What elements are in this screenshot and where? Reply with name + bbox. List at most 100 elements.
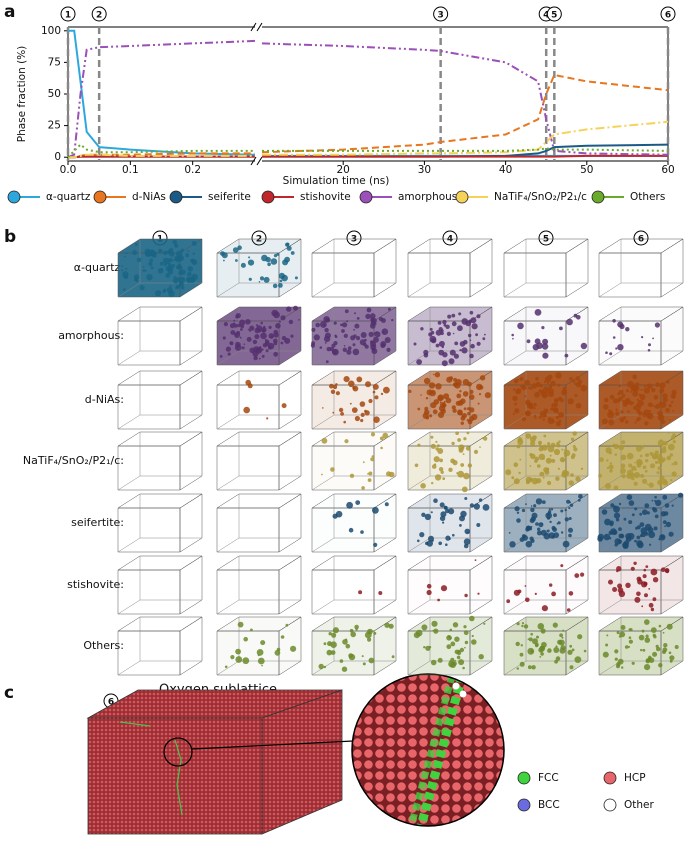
cube-face bbox=[216, 507, 280, 553]
atom-cluster bbox=[512, 395, 518, 402]
atom-cluster bbox=[537, 623, 545, 630]
atom-cluster bbox=[539, 383, 543, 388]
atom-cluster bbox=[669, 655, 675, 661]
atom-cluster bbox=[667, 431, 670, 434]
atom-cluster bbox=[660, 439, 663, 442]
atom-cluster bbox=[548, 385, 553, 389]
atom-cluster bbox=[243, 636, 248, 642]
atom-cluster bbox=[172, 240, 177, 245]
atom-cluster bbox=[580, 467, 584, 470]
atom-cluster bbox=[519, 377, 524, 381]
atom-cluster bbox=[173, 275, 176, 278]
atom-cluster bbox=[225, 346, 231, 352]
atom-cluster bbox=[568, 591, 574, 596]
atom-cluster bbox=[546, 516, 551, 520]
atom-cluster bbox=[332, 348, 339, 356]
atom-cluster bbox=[648, 482, 654, 488]
atom-cluster bbox=[672, 396, 675, 399]
atom-cluster bbox=[524, 379, 530, 386]
atom-cluster bbox=[517, 589, 522, 594]
atom-cluster bbox=[575, 402, 582, 409]
atom-cluster bbox=[626, 494, 633, 501]
atom-cluster bbox=[239, 319, 246, 326]
atom-cluster bbox=[473, 503, 480, 510]
atom-cluster bbox=[279, 320, 281, 323]
atom-cluster bbox=[136, 257, 142, 263]
atom-cluster bbox=[343, 345, 346, 347]
column-label: 4 bbox=[447, 235, 453, 245]
atom-cluster bbox=[463, 538, 471, 545]
atom-cluster bbox=[168, 265, 174, 271]
atom-cluster bbox=[176, 265, 180, 270]
atom-cluster bbox=[443, 393, 450, 400]
atom-cluster bbox=[621, 666, 624, 669]
cube-face bbox=[311, 445, 375, 491]
atom-cluster bbox=[460, 413, 463, 416]
marker-label: 3 bbox=[438, 11, 444, 21]
atom-cluster bbox=[506, 599, 511, 604]
atom-cluster bbox=[442, 477, 446, 480]
atom-cluster bbox=[266, 417, 269, 420]
atom-cluster bbox=[529, 518, 535, 524]
atom-cluster bbox=[173, 259, 176, 262]
atom-cluster bbox=[529, 386, 533, 390]
atom-cluster bbox=[564, 470, 570, 476]
atom-cluster bbox=[534, 309, 542, 316]
atom-cluster bbox=[671, 504, 674, 507]
atom-cluster bbox=[248, 256, 251, 259]
atom-cluster bbox=[670, 479, 673, 482]
atom-cluster bbox=[261, 327, 267, 333]
atom-cluster bbox=[430, 511, 433, 514]
atom-cluster bbox=[609, 462, 612, 465]
atom-cluster bbox=[653, 635, 657, 639]
atom-cluster bbox=[614, 538, 621, 545]
atom-cluster bbox=[428, 535, 434, 542]
atom-cluster bbox=[372, 383, 379, 390]
atom-cluster bbox=[527, 665, 532, 670]
cube-face bbox=[407, 252, 471, 298]
atom-cluster bbox=[601, 418, 608, 425]
atom-cluster bbox=[528, 526, 533, 531]
atom-cluster bbox=[132, 250, 138, 256]
atom-cluster bbox=[564, 353, 569, 358]
column-label: 2 bbox=[256, 235, 262, 245]
atom-cluster bbox=[568, 527, 573, 533]
atom-cluster bbox=[620, 410, 624, 414]
atom-cluster bbox=[434, 474, 442, 481]
atom-cluster bbox=[280, 341, 284, 345]
atom-cluster bbox=[440, 585, 448, 592]
atom-cluster bbox=[321, 473, 323, 476]
atom-cluster bbox=[625, 536, 632, 542]
atom-cluster bbox=[515, 641, 520, 647]
atom-cluster bbox=[454, 636, 460, 642]
cube bbox=[503, 616, 589, 676]
atom-cluster bbox=[651, 499, 654, 502]
atom-cluster bbox=[222, 336, 226, 340]
atom-cluster bbox=[383, 386, 390, 394]
atom-cluster bbox=[175, 286, 178, 290]
cube-edge bbox=[117, 307, 202, 366]
atom-cluster bbox=[432, 409, 438, 415]
atom-cluster bbox=[358, 590, 363, 595]
atom-cluster bbox=[634, 421, 637, 424]
atom-cluster bbox=[567, 649, 573, 655]
legend-marker bbox=[517, 771, 531, 785]
atom-cluster bbox=[432, 373, 435, 376]
atom-cluster bbox=[613, 485, 619, 491]
series-line bbox=[262, 154, 668, 158]
atom-cluster bbox=[559, 457, 566, 463]
atom-cluster bbox=[539, 656, 542, 658]
atom-cluster bbox=[638, 634, 645, 641]
atom-cluster bbox=[481, 437, 484, 440]
cube bbox=[216, 555, 302, 615]
atom-cluster bbox=[669, 419, 671, 421]
atom-cluster bbox=[332, 627, 339, 634]
cube-edge bbox=[503, 307, 588, 366]
atom-cluster bbox=[643, 568, 647, 572]
atom-cluster bbox=[566, 318, 573, 326]
atom-cluster bbox=[478, 654, 484, 660]
column-label: 5 bbox=[543, 235, 549, 245]
atom-cluster bbox=[335, 391, 340, 396]
atom-cluster bbox=[326, 346, 331, 352]
atom-cluster bbox=[458, 312, 462, 316]
